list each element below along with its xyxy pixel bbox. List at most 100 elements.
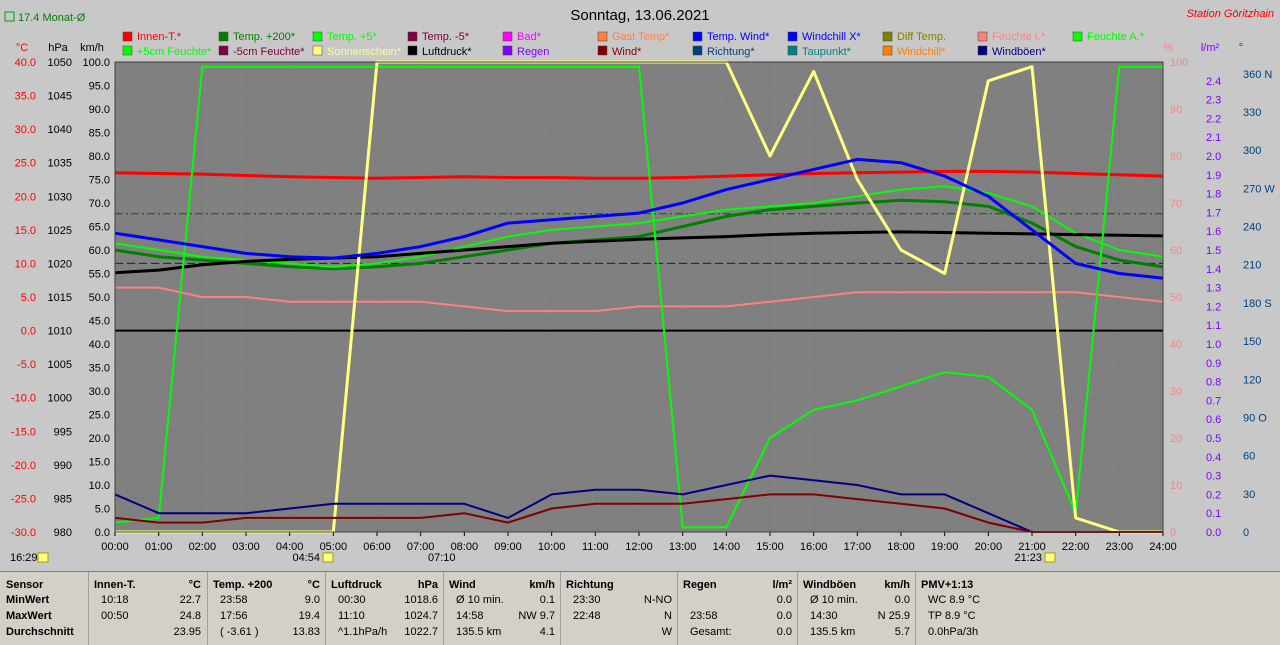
hpa-tick-label: 1050 (48, 57, 72, 69)
kmh-tick-label: 95.0 (89, 81, 110, 93)
stats-cell-time: 00:30 (338, 594, 366, 606)
x-tick-label: 03:00 (232, 541, 260, 553)
rain-tick-label: 0.3 (1206, 471, 1221, 483)
stats-block: Wind km/h Ø 10 min. 0.1 14:58 NW 9.7 135.5 km 4… (443, 572, 561, 645)
rain-tick-label: 1.0 (1206, 339, 1221, 351)
hpa-tick-label: 1020 (48, 258, 72, 270)
series-line-temp-200- (114, 198, 1164, 271)
temp-tick-label: 15.0 (15, 225, 36, 237)
stats-cell-time: 14:58 (456, 610, 484, 622)
x-tick-label: 19:00 (931, 541, 959, 553)
dir-tick-label: 180 S (1243, 298, 1272, 310)
stats-block-title: Wind (449, 579, 476, 591)
stats-block-title: Windböen (803, 579, 857, 591)
stats-cell-time: Ø 10 min. (810, 594, 858, 606)
legend-label: Luftdruck* (422, 46, 472, 58)
pct-tick-label: 50 (1170, 292, 1182, 304)
dir-tick-label: 270 W (1243, 183, 1275, 195)
legend-swatch (407, 31, 418, 42)
stats-cell-time: ( -3.61 ) (220, 626, 259, 638)
unit-label-right: l/m² (1201, 42, 1220, 54)
sunrise-label: 04:54 (292, 552, 320, 564)
pct-tick-label: 80 (1170, 151, 1182, 163)
stats-cell-value: 1022.7 (404, 626, 438, 638)
kmh-tick-label: 100.0 (82, 57, 110, 69)
stats-cell-time: 22:48 (573, 610, 601, 622)
kmh-tick-label: 30.0 (89, 386, 110, 398)
hpa-tick-label: 1015 (48, 292, 72, 304)
legend-label: Sonnenschein* (327, 46, 402, 58)
dir-tick-label: 120 (1243, 374, 1261, 386)
kmh-tick-label: 90.0 (89, 104, 110, 116)
x-tick-label: 10:00 (538, 541, 566, 553)
x-tick-label: 17:00 (844, 541, 872, 553)
legend-swatch (882, 31, 893, 42)
unit-label: hPa (48, 42, 68, 54)
hpa-tick-label: 1000 (48, 393, 72, 405)
chart-title: Sonntag, 13.06.2021 (570, 7, 709, 24)
legend-swatch (502, 45, 513, 56)
stats-cell-time: Gesamt: (690, 626, 732, 638)
stats-block-title: Temp. +200 (213, 579, 273, 591)
kmh-tick-label: 50.0 (89, 292, 110, 304)
stats-cell-value: 0.0 (776, 594, 792, 606)
stats-cell-value: N-NO (643, 594, 672, 606)
x-tick-label: 08:00 (451, 541, 479, 553)
legend-label: -5cm Feuchte* (233, 46, 305, 58)
unit-label-right: ° (1239, 42, 1243, 54)
stats-cell-value: 13.83 (292, 626, 320, 638)
stats-cell-value: 24.8 (179, 610, 201, 622)
stats-block-title: Luftdruck (331, 579, 382, 591)
stats-cell-time: 10:18 (101, 594, 129, 606)
stats-cell-time: 00:50 (101, 610, 129, 622)
sun-icon (1044, 552, 1056, 563)
x-tick-label: 02:00 (189, 541, 217, 553)
legend-swatch (218, 45, 229, 56)
stats-cell-time: 135.5 km (810, 626, 856, 638)
x-tick-label: 12:00 (625, 541, 653, 553)
dir-tick-label: 30 (1243, 489, 1255, 501)
plot-frame (114, 61, 1164, 533)
kmh-tick-label: 20.0 (89, 433, 110, 445)
stats-block: Regen l/m² 0.0 23:58 0.0 Gesamt: 0.0 (677, 572, 798, 645)
stats-cell-time: 11:10 (338, 610, 365, 622)
x-tick-label: 07:00 (407, 541, 435, 553)
legend-label: Taupunkt* (802, 46, 852, 58)
pct-tick-label: 100 (1170, 57, 1188, 69)
pct-tick-label: 30 (1170, 386, 1182, 398)
legend-swatch (1072, 31, 1083, 42)
sun-icon (37, 552, 49, 563)
legend-swatch (312, 31, 323, 42)
kmh-tick-label: 85.0 (89, 128, 110, 140)
legend-label: +5cm Feuchte* (137, 46, 212, 58)
stats-block: Temp. +200 °C 23:58 9.0 17:56 19.4 ( -3.61 ) 13… (207, 572, 326, 645)
x-tick-label: 01:00 (145, 541, 173, 553)
stats-cell-value: 0.0 (776, 626, 792, 638)
legend-label: Wind* (612, 46, 642, 58)
legend-label: Temp. -5* (422, 31, 470, 43)
legend-swatch (312, 45, 323, 56)
stats-block-unit: hPa (417, 579, 438, 591)
rain-tick-label: 0.8 (1206, 377, 1221, 389)
hpa-tick-label: 1005 (48, 359, 72, 371)
hpa-tick-label: 1045 (48, 91, 72, 103)
temp-tick-label: 40.0 (15, 57, 36, 69)
series-line-windb-en- (114, 474, 1163, 533)
legend-label: Richtung* (707, 46, 755, 58)
legend-swatch (977, 31, 988, 42)
temp-tick-label: 30.0 (15, 124, 36, 136)
x-tick-label: 11:00 (582, 541, 609, 553)
stats-block-title: Richtung (566, 579, 614, 591)
dir-tick-label: 60 (1243, 451, 1255, 463)
stats-panel: Sensor MinWert MaxWert Durchschnitt Innen-T… (0, 571, 1280, 645)
temp-tick-label: -5.0 (17, 359, 36, 371)
stats-cell-value: N 25.9 (877, 610, 910, 622)
legend-label: Windchill X* (802, 31, 861, 43)
x-tick-label: 09:00 (494, 541, 522, 553)
rain-tick-label: 2.0 (1206, 151, 1221, 163)
stats-cell-time: 135.5 km (456, 626, 502, 638)
stats-block-unit: km/h (884, 579, 910, 591)
rain-tick-label: 0.7 (1206, 395, 1221, 407)
series-line-temp-5- (114, 185, 1164, 268)
rain-tick-label: 1.8 (1206, 189, 1221, 201)
